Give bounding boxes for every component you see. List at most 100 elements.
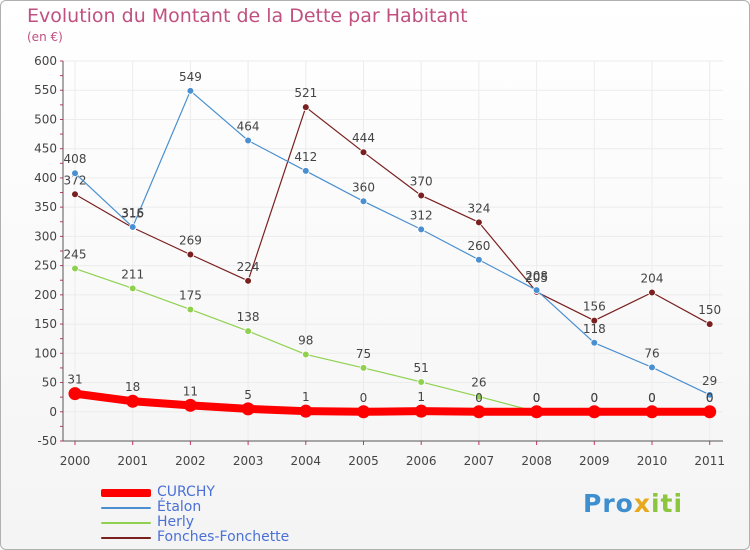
y-tick-label: 150 — [34, 317, 57, 331]
data-point-curchy — [645, 405, 659, 419]
data-point-herly — [417, 378, 426, 386]
data-label-herly: 211 — [121, 267, 144, 281]
data-point-fonches-fonchette — [186, 250, 195, 259]
logo-text-iti: iti — [650, 489, 684, 518]
data-label-etalon: 360 — [352, 180, 375, 194]
data-point-etalon — [301, 167, 310, 175]
data-label-herly: 175 — [179, 288, 202, 302]
data-point-herly — [301, 350, 310, 359]
data-point-etalon — [705, 391, 714, 399]
y-tick-label: 600 — [34, 54, 57, 68]
data-point-fonches-fonchette — [648, 288, 656, 297]
data-label-etalon: 464 — [237, 120, 260, 134]
y-tick-label: -50 — [37, 434, 57, 448]
data-label-herly: 75 — [356, 347, 371, 361]
data-label-fonches-fonchette: 205 — [525, 271, 548, 285]
logo-text-pro: Pro — [583, 489, 634, 518]
y-tick-label: 400 — [34, 171, 57, 185]
data-label-etalon: 316 — [121, 206, 144, 220]
legend-swatch-fonches-fonchette — [101, 536, 151, 539]
data-label-etalon: 312 — [410, 208, 433, 222]
data-label-etalon: 260 — [467, 239, 490, 253]
data-point-fonches-fonchette — [301, 103, 310, 111]
data-label-curchy: 11 — [183, 384, 198, 398]
series-line-herly — [74, 267, 711, 413]
x-tick-label: 2000 — [60, 454, 91, 468]
data-point-curchy — [703, 405, 717, 419]
data-label-fonches-fonchette: 269 — [179, 234, 202, 248]
x-tick-label: 2001 — [117, 454, 148, 468]
data-point-etalon — [417, 225, 426, 234]
y-tick-label: 350 — [34, 200, 57, 214]
data-point-curchy — [241, 402, 255, 416]
chart-subtitle: (en €) — [27, 30, 63, 44]
data-point-herly — [71, 264, 79, 273]
data-label-herly: 0 — [706, 391, 714, 405]
y-tick-label: 100 — [34, 346, 57, 360]
y-tick-label: 50 — [42, 376, 57, 390]
data-point-curchy — [183, 398, 197, 412]
data-label-curchy: 0 — [706, 391, 714, 405]
x-tick-label: 2004 — [291, 454, 322, 468]
legend-label-etalon: Étalon — [157, 499, 202, 515]
y-tick-label: 450 — [34, 142, 57, 156]
x-tick-label: 2011 — [694, 454, 725, 468]
data-label-etalon: 408 — [64, 152, 87, 166]
legend-label-herly: Herly — [157, 514, 195, 530]
data-point-etalon — [359, 197, 368, 206]
data-point-curchy — [414, 404, 428, 418]
data-point-etalon — [71, 169, 79, 178]
y-tick-label: 550 — [34, 83, 57, 97]
data-point-etalon — [532, 286, 541, 294]
chart-legend: CURCHY Étalon Herly Fonches-Fonchette — [101, 485, 289, 545]
data-point-herly — [186, 305, 195, 314]
data-label-herly: 98 — [298, 333, 313, 347]
data-label-fonches-fonchette: 370 — [410, 174, 433, 188]
data-label-curchy: 1 — [302, 390, 310, 404]
series-line-etalon — [74, 90, 711, 396]
y-tick-label: 500 — [34, 112, 57, 126]
data-label-herly: 245 — [64, 248, 87, 262]
series-line-curchy — [71, 389, 714, 416]
data-point-curchy — [472, 405, 486, 419]
data-point-etalon — [128, 223, 137, 231]
x-tick-label: 2003 — [233, 454, 264, 468]
data-label-curchy: 31 — [67, 373, 82, 387]
y-tick-label: 0 — [49, 405, 57, 419]
data-label-curchy: 5 — [244, 388, 252, 402]
data-point-etalon — [186, 87, 195, 95]
legend-item-fonches-fonchette: Fonches-Fonchette — [101, 530, 289, 545]
data-label-fonches-fonchette: 204 — [641, 272, 664, 286]
x-tick-label: 2009 — [579, 454, 610, 468]
data-label-curchy: 0 — [475, 391, 483, 405]
data-label-curchy: 1 — [417, 390, 425, 404]
data-label-herly: 0 — [590, 391, 598, 405]
legend-label-curchy: CURCHY — [157, 484, 215, 500]
data-point-fonches-fonchette — [590, 316, 599, 325]
x-tick-label: 2007 — [464, 454, 495, 468]
data-point-herly — [475, 392, 483, 401]
data-point-curchy — [299, 404, 313, 418]
x-tick-label: 2008 — [521, 454, 552, 468]
data-point-curchy — [530, 405, 544, 419]
data-label-fonches-fonchette: 324 — [467, 201, 490, 215]
data-label-curchy: 0 — [648, 391, 656, 405]
data-label-etalon: 208 — [525, 269, 548, 283]
data-label-herly: 0 — [648, 391, 656, 405]
data-point-fonches-fonchette — [705, 320, 714, 328]
legend-item-etalon: Étalon — [101, 500, 289, 515]
data-label-fonches-fonchette: 315 — [121, 207, 144, 221]
data-label-herly: 51 — [414, 361, 429, 375]
data-point-curchy — [587, 405, 601, 419]
data-label-curchy: 18 — [125, 380, 140, 394]
x-tick-label: 2002 — [175, 454, 206, 468]
y-tick-label: 250 — [34, 259, 57, 273]
data-label-curchy: 0 — [590, 391, 598, 405]
legend-item-herly: Herly — [101, 515, 289, 530]
data-point-fonches-fonchette — [475, 218, 483, 227]
x-tick-label: 2005 — [348, 454, 379, 468]
data-point-fonches-fonchette — [417, 191, 426, 200]
data-point-etalon — [475, 255, 483, 264]
data-label-etalon: 412 — [294, 150, 317, 164]
data-point-fonches-fonchette — [359, 148, 368, 157]
